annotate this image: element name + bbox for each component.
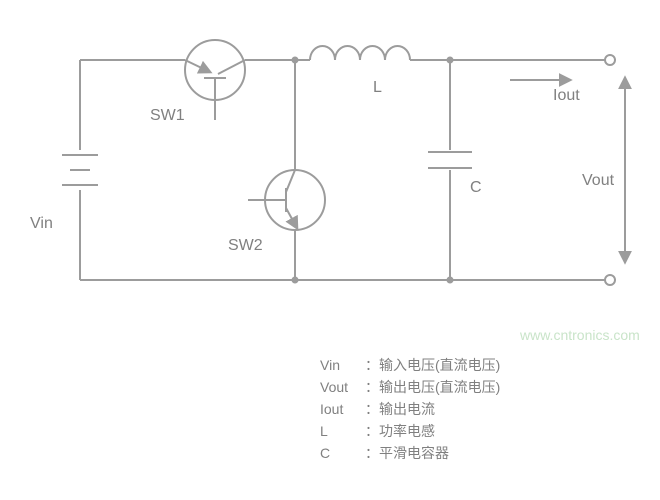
watermark: www.cntronics.com: [519, 327, 640, 343]
label-vout: Vout: [582, 172, 615, 189]
legend-vin-key: Vin: [320, 357, 340, 373]
legend: Vin ：输入电压(直流电压) Vout ：输出电压(直流电压) Iout ：输…: [320, 357, 500, 461]
legend-L-desc: 功率电感: [379, 423, 435, 439]
svg-text:L: L: [320, 423, 328, 439]
svg-text:C: C: [320, 445, 330, 461]
output-terminals: [605, 55, 615, 285]
labels: SW1 SW2 Vin L C Iout Vout: [30, 79, 615, 254]
label-sw1: SW1: [150, 107, 185, 124]
inductor: [310, 46, 410, 60]
svg-text:：平滑电容器: ：平滑电容器: [365, 445, 449, 461]
label-vin: Vin: [30, 215, 53, 232]
legend-C-key: C: [320, 445, 330, 461]
capacitor: [428, 152, 472, 168]
legend-vin-desc: 输入电压(直流电压): [379, 357, 500, 373]
label-L: L: [373, 79, 382, 96]
legend-vout-desc: 输出电压(直流电压): [379, 379, 500, 395]
legend-iout-desc: 输出电流: [379, 401, 435, 417]
svg-text:Iout: Iout: [320, 401, 343, 417]
sw1-transistor: [185, 40, 245, 120]
label-sw2: SW2: [228, 237, 263, 254]
label-C: C: [470, 179, 482, 196]
legend-C-desc: 平滑电容器: [379, 445, 449, 461]
legend-iout-key: Iout: [320, 401, 343, 417]
legend-vout-key: Vout: [320, 379, 348, 395]
wires: [80, 60, 605, 280]
sw2-transistor: [248, 170, 325, 230]
label-iout: Iout: [553, 87, 580, 104]
svg-text:：输出电流: ：输出电流: [365, 401, 435, 417]
svg-text:Vin: Vin: [320, 357, 340, 373]
circuit-diagram: SW1 SW2 Vin L C Iout Vout Vin ：输入电压(直流电压…: [0, 0, 660, 500]
svg-text:：输出电压(直流电压): ：输出电压(直流电压): [365, 379, 500, 395]
svg-text:：功率电感: ：功率电感: [365, 423, 435, 439]
legend-L-key: L: [320, 423, 328, 439]
vin-source: [62, 155, 98, 185]
svg-text:Vout: Vout: [320, 379, 348, 395]
svg-text:：输入电压(直流电压): ：输入电压(直流电压): [365, 357, 500, 373]
